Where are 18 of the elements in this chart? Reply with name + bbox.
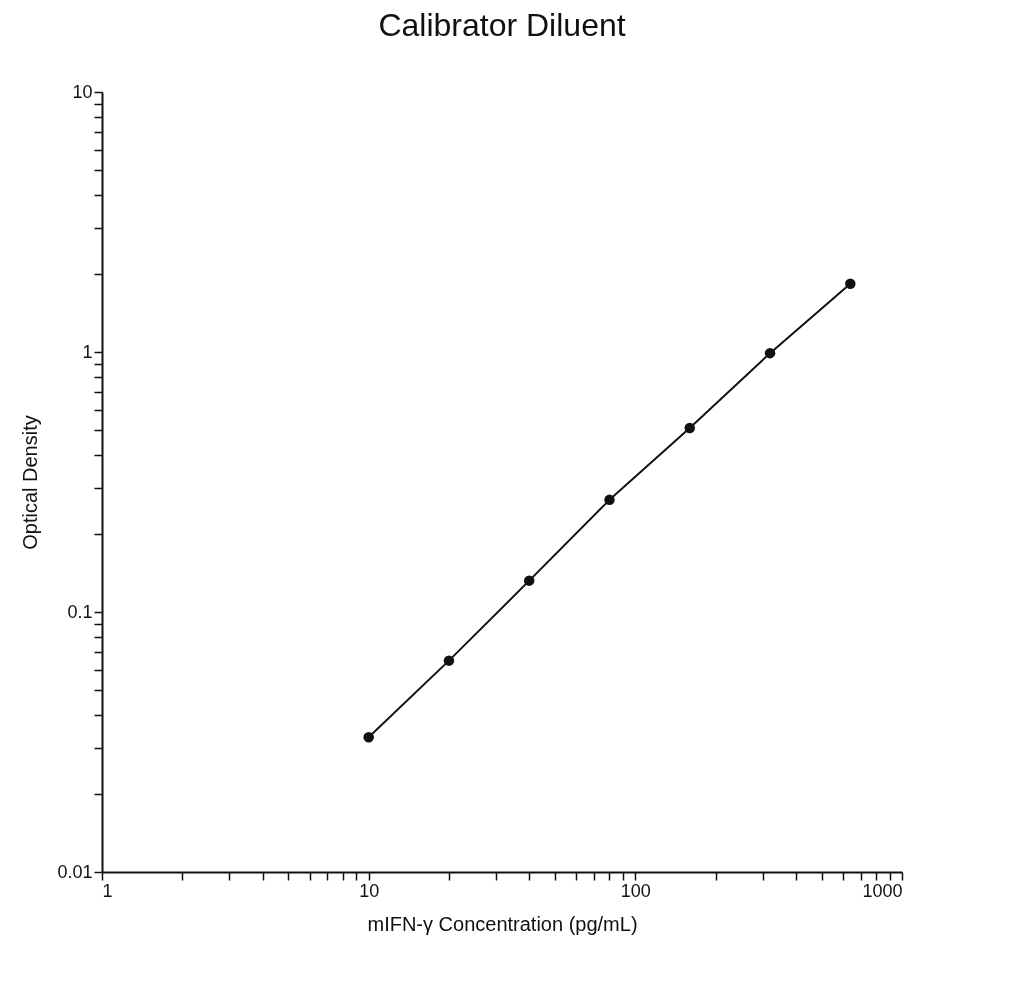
point [443, 655, 455, 666]
x-tick-label: 100 [620, 880, 651, 901]
point [604, 494, 615, 506]
y-tick-label: 0.1 [67, 601, 93, 622]
x-tick-label: 1000 [862, 880, 903, 901]
point [523, 575, 535, 586]
x-axis-title: mIFN-γ Concentration (pg/mL) [367, 912, 638, 935]
point [363, 731, 374, 743]
x-tick-label: 10 [359, 880, 380, 901]
point [684, 422, 696, 434]
point [764, 347, 776, 359]
y-tick-label: 0.01 [57, 861, 93, 882]
chart-title: Calibrator Diluent [378, 7, 626, 43]
y-tick-label: 1 [82, 341, 93, 362]
y-axis-title: Optical Density [19, 415, 42, 550]
y-tick-label: 10 [72, 81, 93, 102]
x-tick-label: 1 [102, 880, 113, 901]
point [845, 278, 856, 289]
